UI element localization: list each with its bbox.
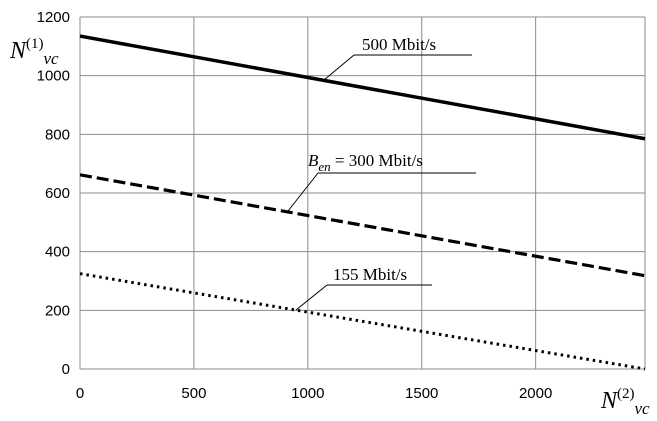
annotation-500: 500 Mbit/s xyxy=(362,35,436,54)
y-axis-title: N(1)vc xyxy=(9,36,59,68)
annotation-300: Ben = 300 Mbit/s xyxy=(308,151,423,174)
leader-line-155 xyxy=(295,284,328,311)
y-tick-label: 0 xyxy=(62,361,70,378)
y-tick-label: 800 xyxy=(45,126,70,143)
series-line-dashed xyxy=(79,173,646,278)
grid xyxy=(79,16,646,370)
y-tick-label: 1000 xyxy=(37,68,70,85)
series-lines xyxy=(79,34,646,371)
x-tick-label: 0 xyxy=(76,385,84,402)
x-axis-title: N(2)vc xyxy=(600,386,650,418)
y-tick-label: 200 xyxy=(45,302,70,319)
y-tick-label: 600 xyxy=(45,185,70,202)
x-tick-label: 500 xyxy=(181,385,206,402)
x-tick-label: 1000 xyxy=(291,385,324,402)
annotation-155: 155 Mbit/s xyxy=(333,265,407,284)
series-line-solid xyxy=(79,34,646,141)
x-tick-label: 1500 xyxy=(405,385,438,402)
series-line-dotted xyxy=(79,272,646,371)
leader-line-500 xyxy=(323,54,355,81)
leader-line-300 xyxy=(287,172,319,212)
y-tick-label: 1200 xyxy=(37,9,70,26)
tick-labels: 0 200 400 600 800 1000 1200 0 500 1000 1500 2000 xyxy=(37,9,553,402)
x-tick-label: 2000 xyxy=(519,385,552,402)
y-tick-label: 400 xyxy=(45,244,70,261)
annotations: 500 Mbit/s Ben = 300 Mbit/s 155 Mbit/s xyxy=(287,35,476,311)
